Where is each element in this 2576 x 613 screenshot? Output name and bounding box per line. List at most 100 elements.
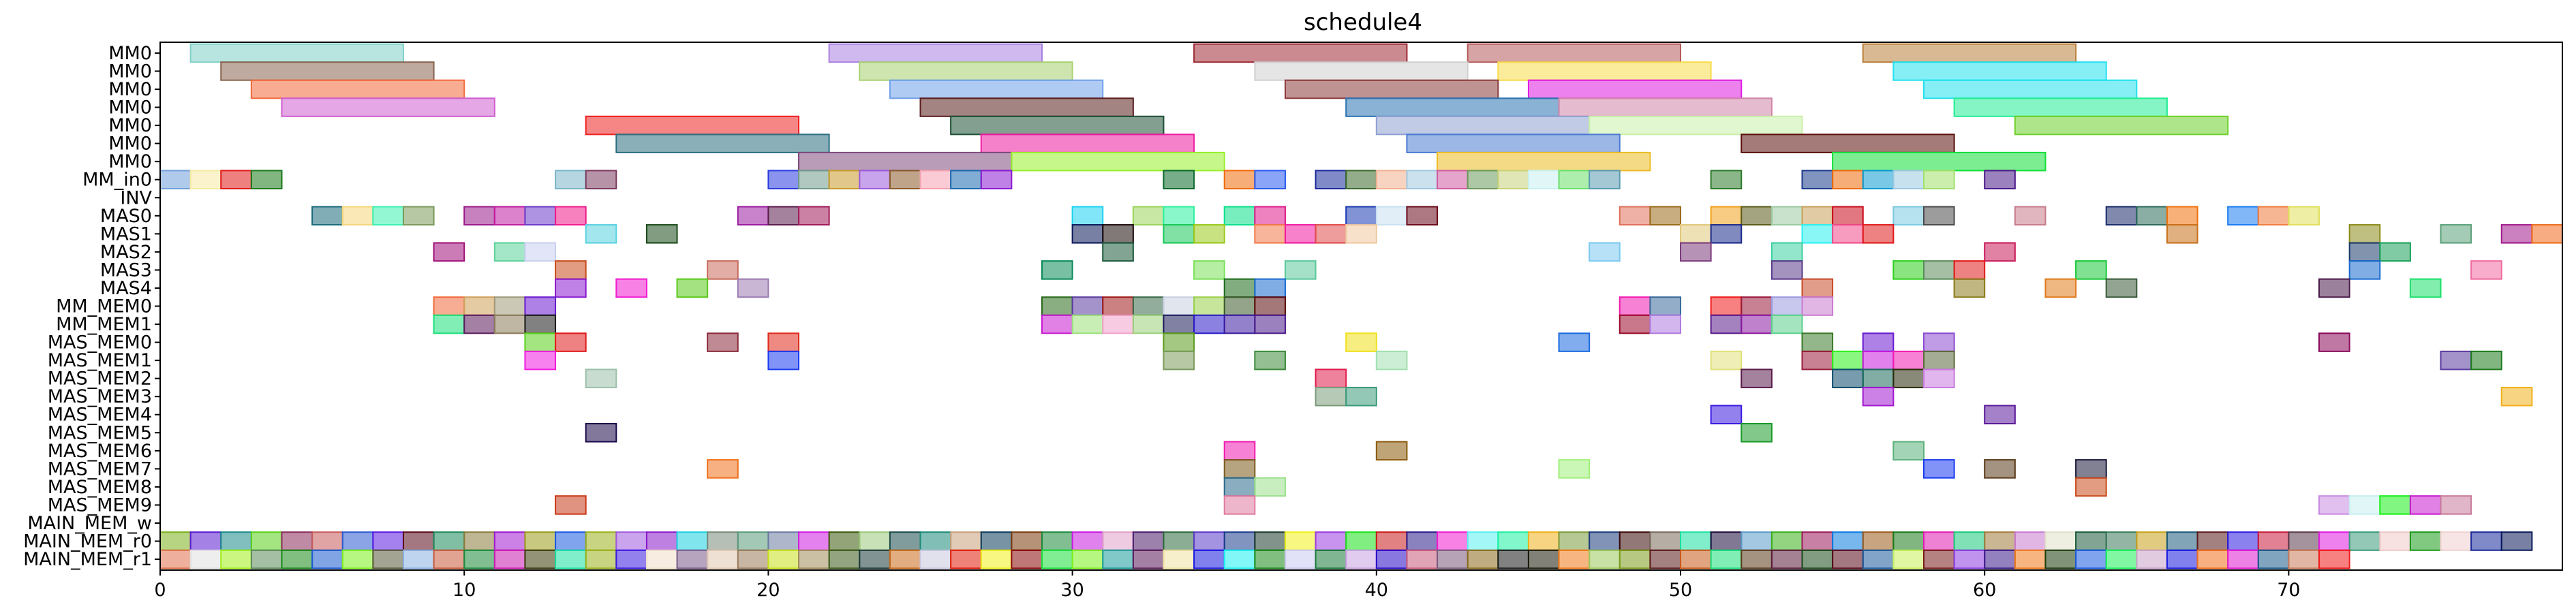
task-bar	[798, 206, 830, 226]
task-bar	[1589, 170, 1621, 189]
task-bar	[980, 531, 1013, 551]
y-tick-label: MM0	[108, 151, 152, 172]
task-bar	[1041, 260, 1073, 280]
task-bar	[1467, 170, 1499, 189]
task-bar	[585, 531, 617, 551]
task-bar	[1801, 278, 1834, 298]
task-bar	[737, 531, 769, 551]
task-bar	[950, 115, 1165, 136]
task-bar	[1163, 170, 1195, 189]
task-bar	[615, 133, 830, 153]
task-bar	[2440, 224, 2472, 244]
task-bar	[402, 206, 435, 226]
task-bar	[2227, 549, 2259, 569]
task-bar	[1011, 531, 1043, 551]
task-bar	[1375, 549, 1408, 569]
task-bar	[1589, 531, 1621, 551]
task-bar	[463, 314, 495, 334]
task-bar	[2257, 531, 2290, 551]
task-bar	[2196, 549, 2229, 569]
task-bar	[676, 278, 709, 298]
task-bar	[828, 43, 1043, 63]
y-tick-label: MM0	[108, 133, 152, 155]
task-bar	[1680, 549, 1712, 569]
task-bar	[2044, 278, 2077, 298]
task-bar	[2440, 350, 2472, 371]
task-bar	[1497, 170, 1529, 189]
task-bar	[889, 170, 921, 189]
task-bar	[1254, 477, 1286, 497]
task-bar	[1801, 170, 1834, 189]
y-tick-label: MM_MEM1	[56, 314, 152, 335]
task-bar	[1375, 350, 1408, 371]
task-bar	[1862, 368, 1895, 388]
task-bar	[2318, 495, 2350, 515]
task-bar	[1892, 549, 1925, 569]
task-bar	[1984, 170, 2016, 189]
y-tick-label: MAS_MEM7	[48, 458, 152, 480]
task-bar	[919, 170, 952, 189]
task-bar	[919, 549, 952, 569]
task-bar	[1832, 170, 1864, 189]
task-bar	[1284, 79, 1499, 99]
x-tick-label: 40	[1365, 580, 1388, 601]
task-bar	[707, 549, 739, 569]
task-bar	[2409, 531, 2442, 551]
task-bar	[1193, 260, 1225, 280]
task-bar	[1284, 531, 1317, 551]
task-bar	[950, 170, 982, 189]
task-bars	[159, 43, 2563, 569]
task-bar	[1437, 151, 1651, 172]
task-bar	[1922, 206, 1955, 226]
task-bar	[1741, 423, 1773, 443]
task-bar	[1801, 206, 1834, 226]
task-bar	[1102, 314, 1134, 334]
task-bar	[281, 531, 313, 551]
task-bar	[463, 549, 495, 569]
y-tick-label: MAS_MEM6	[48, 441, 152, 462]
task-bar	[220, 170, 252, 189]
task-bar	[493, 242, 526, 262]
task-bar	[1619, 531, 1651, 551]
task-bar	[2288, 531, 2320, 551]
task-bar	[1223, 495, 1256, 515]
task-bar	[1862, 350, 1895, 371]
task-bar	[1071, 314, 1104, 334]
task-bar	[1862, 170, 1895, 189]
y-tick-label: MAS_MEM9	[48, 494, 152, 516]
task-bar	[2470, 531, 2502, 551]
task-bar	[1315, 386, 1347, 407]
task-bar	[767, 531, 800, 551]
task-bar	[1223, 441, 1256, 461]
task-bar	[2075, 459, 2107, 479]
task-bar	[645, 531, 678, 551]
y-tick-label: MM0	[108, 97, 152, 119]
task-bar	[555, 170, 587, 189]
task-bar	[1254, 314, 1286, 334]
task-bar	[1741, 206, 1773, 226]
task-bar	[1193, 531, 1225, 551]
x-tick-label: 0	[154, 580, 166, 601]
task-bar	[1984, 459, 2016, 479]
task-bar	[950, 531, 982, 551]
task-bar	[311, 206, 343, 226]
task-bar	[1770, 549, 1803, 569]
task-bar	[1497, 549, 1529, 569]
task-bar	[2500, 224, 2533, 244]
task-bar	[1132, 314, 1165, 334]
task-bar	[1619, 206, 1651, 226]
task-bar	[2227, 206, 2259, 226]
task-bar	[1558, 531, 1591, 551]
task-bar	[311, 531, 343, 551]
task-bar	[1254, 61, 1469, 81]
task-bar	[1375, 441, 1408, 461]
task-bar	[615, 278, 647, 298]
task-bar	[250, 79, 465, 99]
task-bar	[159, 549, 191, 569]
task-bar	[2136, 206, 2168, 226]
task-bar	[1193, 224, 1225, 244]
task-bar	[2257, 549, 2290, 569]
task-bar	[1922, 531, 1955, 551]
task-bar	[767, 170, 800, 189]
task-bar	[2075, 531, 2107, 551]
